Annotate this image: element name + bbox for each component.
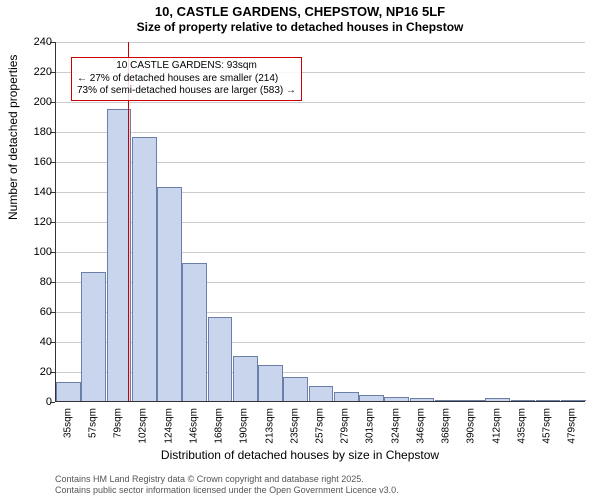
x-tick-label: 168sqm — [214, 408, 225, 458]
gridline — [56, 42, 585, 43]
y-tick-mark — [50, 72, 55, 73]
y-tick-mark — [50, 402, 55, 403]
annotation-line-1: 10 CASTLE GARDENS: 93sqm — [77, 60, 296, 73]
annotation-line-3: 73% of semi-detached houses are larger (… — [77, 85, 296, 98]
histogram-bar — [208, 317, 233, 401]
y-tick-mark — [50, 102, 55, 103]
x-tick-label: 235sqm — [289, 408, 300, 458]
histogram-bar — [309, 386, 334, 401]
y-tick-label: 160 — [12, 156, 52, 168]
y-tick-label: 120 — [12, 216, 52, 228]
y-tick-label: 100 — [12, 246, 52, 258]
x-tick-label: 368sqm — [441, 408, 452, 458]
x-tick-label: 457sqm — [542, 408, 553, 458]
chart-title-sub: Size of property relative to detached ho… — [0, 20, 600, 34]
x-tick-label: 324sqm — [390, 408, 401, 458]
y-tick-label: 20 — [12, 366, 52, 378]
histogram-bar — [182, 263, 207, 401]
x-tick-label: 257sqm — [315, 408, 326, 458]
footer-line-2: Contains public sector information licen… — [55, 485, 590, 496]
histogram-bar — [157, 187, 182, 402]
y-tick-label: 60 — [12, 306, 52, 318]
y-tick-mark — [50, 42, 55, 43]
histogram-bar — [56, 382, 81, 402]
y-tick-label: 40 — [12, 336, 52, 348]
x-tick-label: 57sqm — [87, 408, 98, 458]
x-tick-label: 35sqm — [62, 408, 73, 458]
histogram-bar — [460, 400, 485, 401]
y-tick-mark — [50, 342, 55, 343]
y-tick-mark — [50, 222, 55, 223]
y-tick-mark — [50, 282, 55, 283]
y-tick-label: 80 — [12, 276, 52, 288]
x-tick-label: 301sqm — [365, 408, 376, 458]
histogram-bar — [233, 356, 258, 401]
y-tick-mark — [50, 162, 55, 163]
x-tick-label: 346sqm — [415, 408, 426, 458]
histogram-bar — [283, 377, 308, 401]
chart-title-main: 10, CASTLE GARDENS, CHEPSTOW, NP16 5LF — [0, 4, 600, 19]
histogram-bar — [435, 400, 460, 402]
histogram-bar — [334, 392, 359, 401]
histogram-bar — [485, 398, 510, 401]
histogram-bar — [536, 400, 561, 401]
gridline — [56, 132, 585, 133]
y-tick-mark — [50, 192, 55, 193]
property-size-histogram: 10, CASTLE GARDENS, CHEPSTOW, NP16 5LF S… — [0, 0, 600, 500]
y-tick-label: 220 — [12, 66, 52, 78]
x-tick-label: 213sqm — [264, 408, 275, 458]
x-tick-label: 146sqm — [188, 408, 199, 458]
x-tick-label: 102sqm — [138, 408, 149, 458]
footer-line-1: Contains HM Land Registry data © Crown c… — [55, 474, 590, 485]
y-tick-label: 140 — [12, 186, 52, 198]
x-tick-label: 435sqm — [516, 408, 527, 458]
histogram-bar — [359, 395, 384, 401]
x-tick-label: 390sqm — [466, 408, 477, 458]
annotation-line-2: ← 27% of detached houses are smaller (21… — [77, 73, 296, 86]
y-tick-mark — [50, 132, 55, 133]
y-tick-mark — [50, 252, 55, 253]
gridline — [56, 102, 585, 103]
y-tick-label: 0 — [12, 396, 52, 408]
histogram-bar — [81, 272, 106, 401]
histogram-bar — [561, 400, 586, 402]
histogram-bar — [511, 400, 536, 401]
histogram-bar — [410, 398, 435, 401]
y-tick-label: 240 — [12, 36, 52, 48]
x-tick-label: 479sqm — [567, 408, 578, 458]
x-tick-label: 190sqm — [239, 408, 250, 458]
x-tick-label: 79sqm — [113, 408, 124, 458]
x-tick-label: 279sqm — [340, 408, 351, 458]
y-tick-mark — [50, 372, 55, 373]
y-tick-label: 180 — [12, 126, 52, 138]
histogram-bar — [258, 365, 283, 401]
y-tick-mark — [50, 312, 55, 313]
y-tick-label: 200 — [12, 96, 52, 108]
x-tick-label: 412sqm — [491, 408, 502, 458]
plot-area: 10 CASTLE GARDENS: 93sqm← 27% of detache… — [55, 42, 585, 402]
annotation-box: 10 CASTLE GARDENS: 93sqm← 27% of detache… — [71, 57, 302, 101]
x-tick-label: 124sqm — [163, 408, 174, 458]
histogram-bar — [384, 397, 409, 402]
histogram-bar — [132, 137, 157, 401]
footer-attribution: Contains HM Land Registry data © Crown c… — [55, 474, 590, 496]
